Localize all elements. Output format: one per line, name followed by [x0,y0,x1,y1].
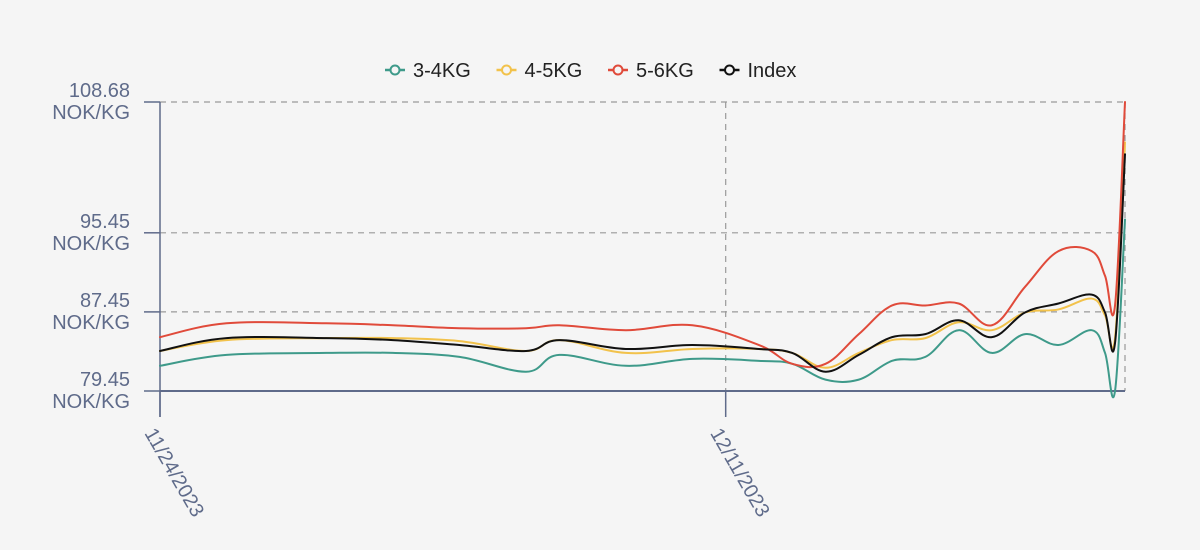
y-tick-value: 87.45 [80,290,130,312]
y-tick-label: 95.45 NOK/KG [52,211,130,255]
legend-item-3-4kg[interactable]: 3-4KG [385,60,471,82]
x-tick-label: 12/11/2023 [705,425,773,521]
y-tick-label: 79.45 NOK/KG [52,369,130,413]
y-tick-label: 108.68 NOK/KG [52,80,130,124]
legend-marker-icon [612,64,624,76]
legend-label: Index [748,60,797,82]
series-line-5-6kg [159,101,1126,369]
legend-marker-icon [389,64,401,76]
series-line-4-5kg [159,141,1126,369]
y-tick-unit: NOK/KG [52,312,130,334]
series-line-3-4kg [159,218,1126,399]
series-line-index [159,153,1126,373]
y-tick-unit: NOK/KG [52,102,130,124]
y-tick-unit: NOK/KG [52,233,130,255]
legend-item-index[interactable]: Index [719,60,797,82]
legend-label: 5-6KG [636,60,694,82]
series-lines [159,101,1126,399]
legend-item-5-6kg[interactable]: 5-6KG [608,60,694,82]
legend: 3-4KG 4-5KG 5-6KG Index [385,60,796,82]
y-tick-value: 108.68 [69,80,130,102]
y-tick-value: 79.45 [80,369,130,391]
y-tick-value: 95.45 [80,211,130,233]
y-tick-unit: NOK/KG [52,391,130,413]
legend-label: 3-4KG [413,60,471,82]
legend-marker-icon [724,64,735,76]
x-tick-label: 11/24/2023 [140,425,208,521]
legend-item-4-5kg[interactable]: 4-5KG [496,60,583,82]
y-tick-label: 87.45 NOK/KG [52,290,130,334]
grid [160,101,1126,392]
legend-marker-icon [501,64,512,76]
legend-label: 4-5KG [525,60,583,82]
